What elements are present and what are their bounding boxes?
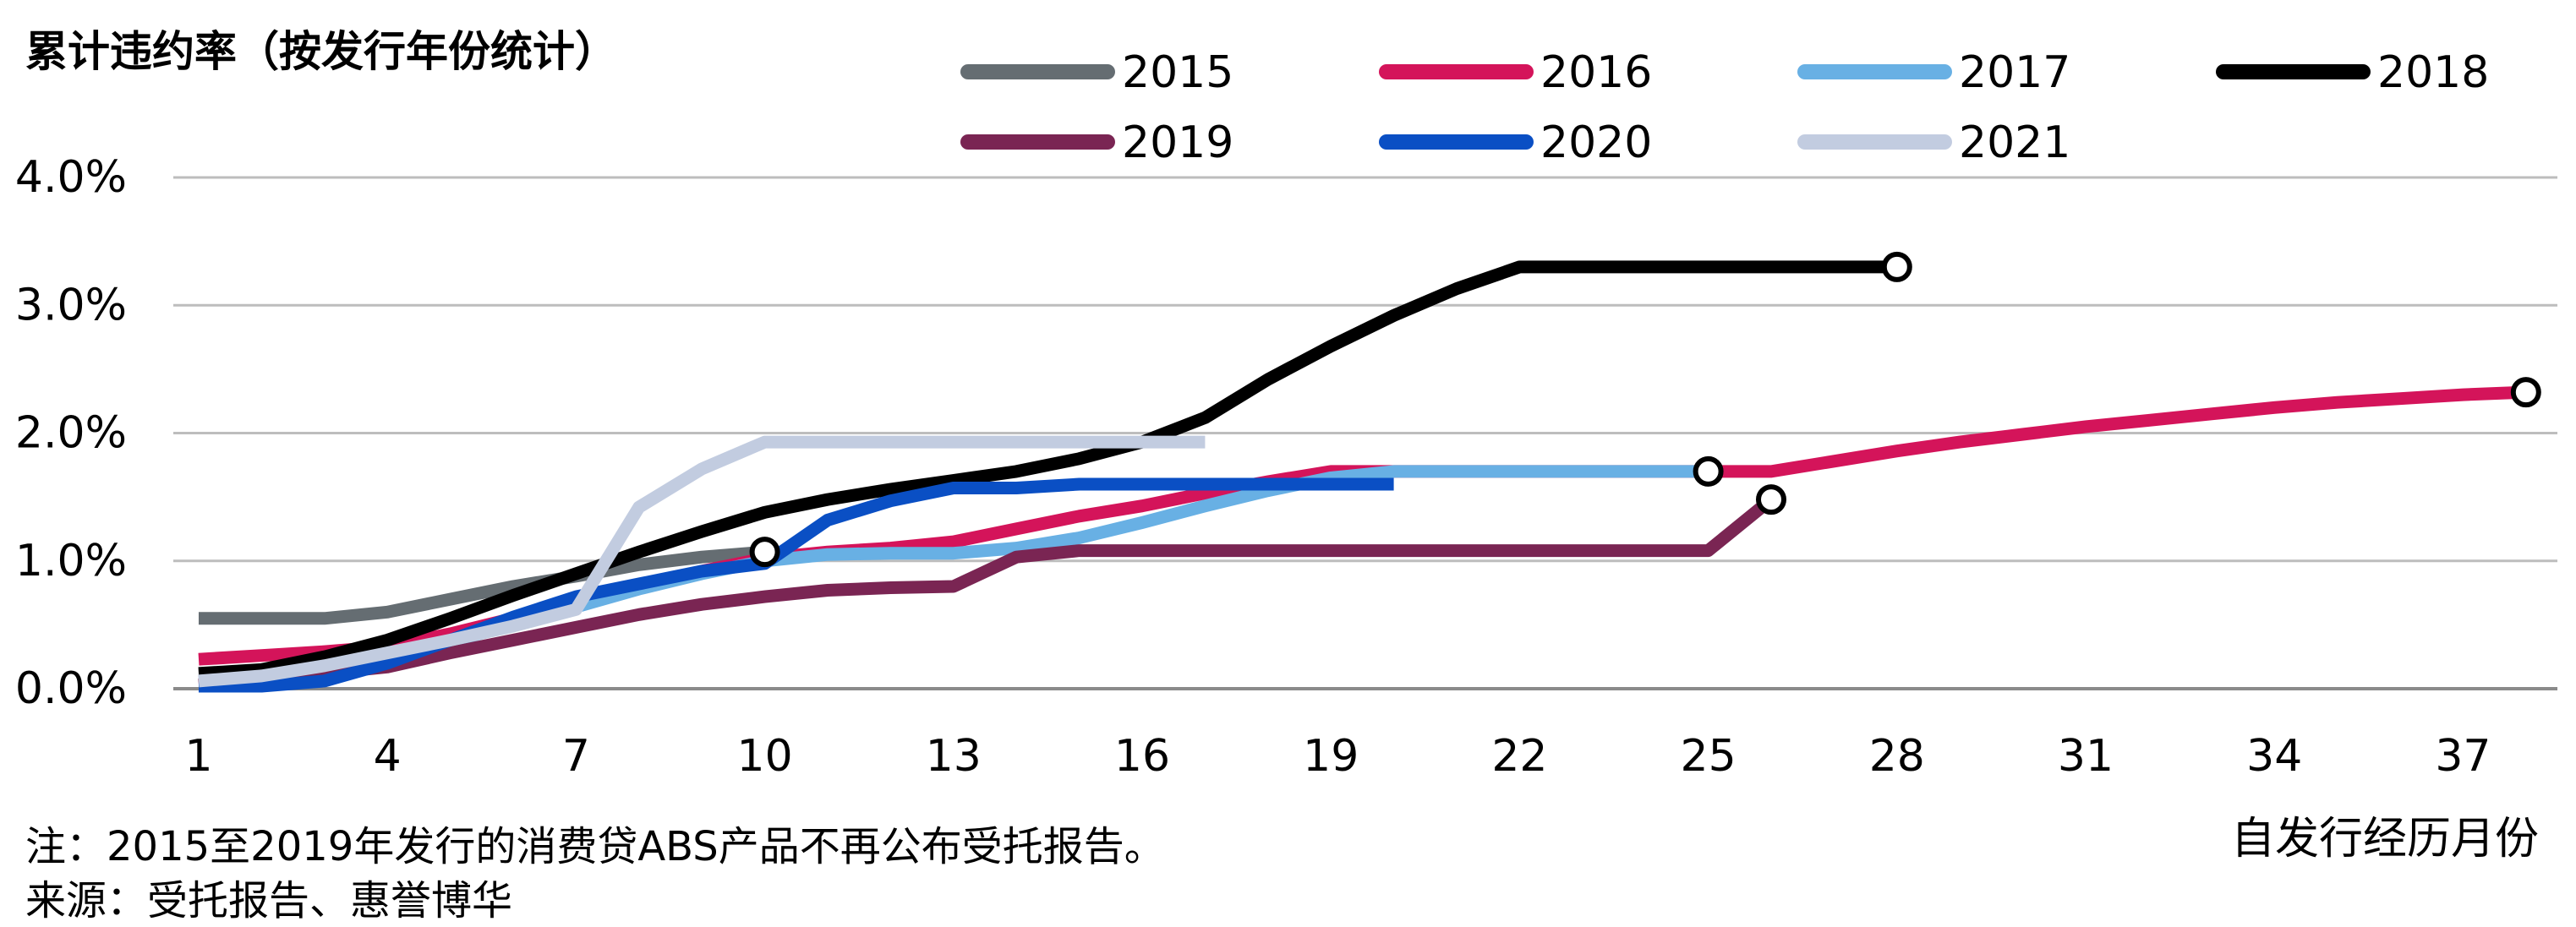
- series-line: [198, 260, 1897, 680]
- footnote: 注：2015至2019年发行的消费贷ABS产品不再公布受托报告。: [25, 823, 1165, 870]
- series-line: [199, 545, 766, 625]
- x-axis-label: 自发行经历月份: [2231, 814, 2539, 864]
- x-tick-label: 28: [1869, 731, 1925, 782]
- y-axis-ticks: 0.0% 1.0% 2.0% 3.0% 4.0%: [15, 152, 127, 714]
- legend-label: 2017: [1959, 47, 2070, 98]
- gridlines: [173, 176, 2557, 690]
- y-tick-label: 2.0%: [15, 408, 127, 459]
- series-line: [198, 435, 1206, 688]
- y-tick-label: 0.0%: [15, 663, 127, 714]
- source-note: 来源：受托报告、惠誉博华: [25, 877, 512, 924]
- series-line: [199, 477, 1394, 693]
- x-tick-label: 1: [184, 731, 212, 782]
- legend-label: 2016: [1540, 47, 1652, 98]
- x-tick-label: 10: [737, 731, 793, 782]
- x-tick-label: 4: [374, 731, 402, 782]
- legend-label: 2019: [1122, 117, 1233, 168]
- series-end-marker: [749, 537, 780, 568]
- series-end-marker: [1881, 251, 1912, 282]
- y-tick-label: 4.0%: [15, 152, 127, 203]
- x-tick-label: 34: [2246, 731, 2302, 782]
- x-tick-label: 22: [1491, 731, 1547, 782]
- series-end-marker: [1693, 455, 1724, 487]
- legend-label: 2020: [1540, 117, 1652, 168]
- x-tick-label: 25: [1681, 731, 1736, 782]
- x-axis-ticks: 1 4 7 10 13 16 19 22 25 28 31 34 37: [184, 731, 2491, 782]
- series-lines: [198, 260, 2527, 693]
- series-end-markers: [749, 251, 2541, 568]
- x-tick-label: 31: [2058, 731, 2114, 782]
- series-end-marker: [1756, 484, 1786, 515]
- legend-label: 2015: [1122, 47, 1233, 98]
- legend-label: 2018: [2377, 47, 2489, 98]
- y-tick-label: 3.0%: [15, 280, 127, 330]
- series-line: [198, 494, 1775, 691]
- x-tick-label: 16: [1114, 731, 1170, 782]
- legend-label: 2021: [1959, 117, 2070, 168]
- x-tick-label: 37: [2435, 731, 2491, 782]
- x-tick-label: 13: [926, 731, 982, 782]
- legend: 2015 2016 2017 2018 2019 2020 2021: [960, 47, 2489, 168]
- x-tick-label: 19: [1303, 731, 1359, 782]
- y-tick-label: 1.0%: [15, 536, 127, 586]
- chart-title: 累计违约率（按发行年份统计）: [25, 27, 617, 76]
- series-end-marker: [2510, 377, 2541, 408]
- x-tick-label: 7: [562, 731, 590, 782]
